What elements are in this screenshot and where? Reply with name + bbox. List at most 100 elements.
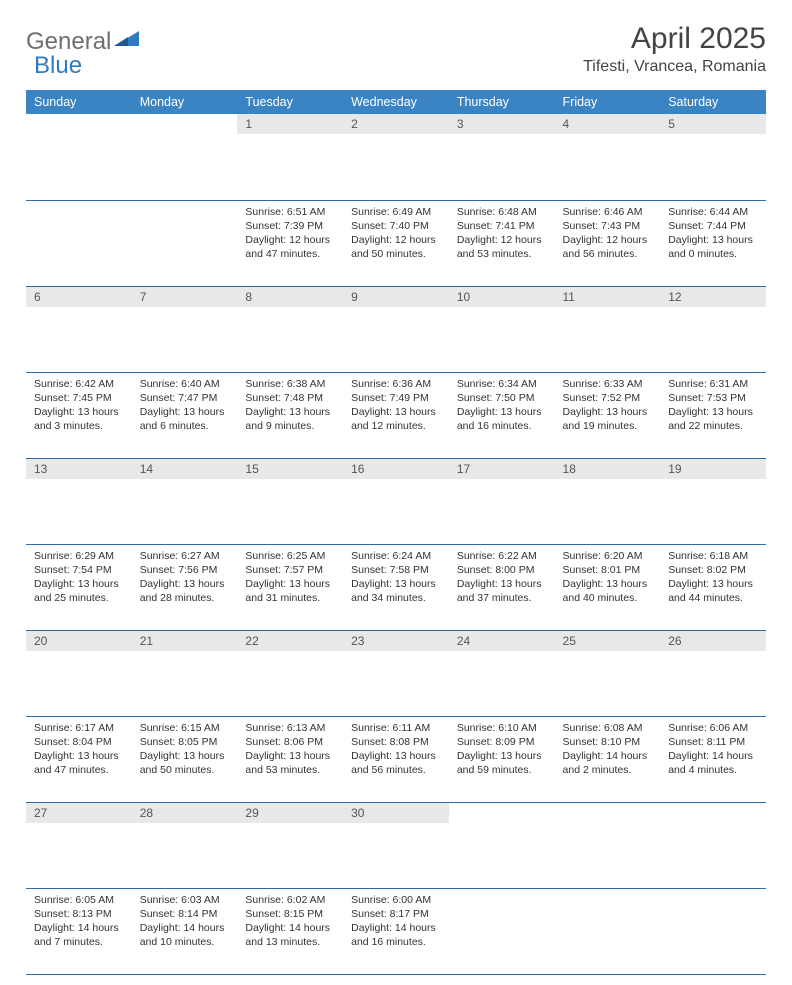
day-details: Sunrise: 6:20 AMSunset: 8:01 PMDaylight:…	[555, 545, 661, 612]
day-cell: Sunrise: 6:08 AMSunset: 8:10 PMDaylight:…	[555, 716, 661, 802]
day-content-row: Sunrise: 6:42 AMSunset: 7:45 PMDaylight:…	[26, 372, 766, 458]
day-cell: Sunrise: 6:10 AMSunset: 8:09 PMDaylight:…	[449, 716, 555, 802]
day-number	[555, 803, 661, 823]
day-number-cell: 17	[449, 458, 555, 544]
day-number-cell	[555, 802, 661, 888]
day-cell: Sunrise: 6:48 AMSunset: 7:41 PMDaylight:…	[449, 200, 555, 286]
sunset-line: Sunset: 8:17 PM	[351, 907, 441, 921]
day-number-cell: 7	[132, 286, 238, 372]
daylight-line: Daylight: 13 hours and 53 minutes.	[245, 749, 335, 777]
day-number: 7	[132, 287, 238, 307]
day-number: 9	[343, 287, 449, 307]
day-number: 17	[449, 459, 555, 479]
sunset-line: Sunset: 7:45 PM	[34, 391, 124, 405]
weekday-header: Tuesday	[237, 90, 343, 114]
day-number: 14	[132, 459, 238, 479]
day-number: 20	[26, 631, 132, 651]
day-number-row: 12345	[26, 114, 766, 200]
logo-word-blue: Blue	[34, 52, 82, 80]
daylight-line: Daylight: 13 hours and 56 minutes.	[351, 749, 441, 777]
day-details: Sunrise: 6:44 AMSunset: 7:44 PMDaylight:…	[660, 201, 766, 268]
sunset-line: Sunset: 8:06 PM	[245, 735, 335, 749]
daylight-line: Daylight: 13 hours and 3 minutes.	[34, 405, 124, 433]
sunrise-line: Sunrise: 6:10 AM	[457, 721, 547, 735]
day-details: Sunrise: 6:31 AMSunset: 7:53 PMDaylight:…	[660, 373, 766, 440]
day-number	[449, 803, 555, 823]
day-number: 16	[343, 459, 449, 479]
sunrise-line: Sunrise: 6:29 AM	[34, 549, 124, 563]
day-number-row: 27282930	[26, 802, 766, 888]
day-number-cell: 27	[26, 802, 132, 888]
day-cell: Sunrise: 6:40 AMSunset: 7:47 PMDaylight:…	[132, 372, 238, 458]
daylight-line: Daylight: 13 hours and 31 minutes.	[245, 577, 335, 605]
header: General April 2025 Tifesti, Vrancea, Rom…	[26, 22, 766, 76]
day-cell: Sunrise: 6:27 AMSunset: 7:56 PMDaylight:…	[132, 544, 238, 630]
sunrise-line: Sunrise: 6:34 AM	[457, 377, 547, 391]
day-details: Sunrise: 6:00 AMSunset: 8:17 PMDaylight:…	[343, 889, 449, 956]
sunset-line: Sunset: 8:01 PM	[563, 563, 653, 577]
day-number-cell: 8	[237, 286, 343, 372]
day-cell: Sunrise: 6:46 AMSunset: 7:43 PMDaylight:…	[555, 200, 661, 286]
day-cell: Sunrise: 6:36 AMSunset: 7:49 PMDaylight:…	[343, 372, 449, 458]
day-cell: Sunrise: 6:00 AMSunset: 8:17 PMDaylight:…	[343, 888, 449, 974]
day-details: Sunrise: 6:05 AMSunset: 8:13 PMDaylight:…	[26, 889, 132, 956]
day-number: 10	[449, 287, 555, 307]
day-cell: Sunrise: 6:18 AMSunset: 8:02 PMDaylight:…	[660, 544, 766, 630]
day-content-row: Sunrise: 6:17 AMSunset: 8:04 PMDaylight:…	[26, 716, 766, 802]
day-number-cell: 6	[26, 286, 132, 372]
sunset-line: Sunset: 7:47 PM	[140, 391, 230, 405]
day-number-cell: 5	[660, 114, 766, 200]
day-content-row: Sunrise: 6:51 AMSunset: 7:39 PMDaylight:…	[26, 200, 766, 286]
sunset-line: Sunset: 8:09 PM	[457, 735, 547, 749]
sunset-line: Sunset: 7:44 PM	[668, 219, 758, 233]
sunset-line: Sunset: 7:43 PM	[563, 219, 653, 233]
weekday-header: Wednesday	[343, 90, 449, 114]
day-details: Sunrise: 6:11 AMSunset: 8:08 PMDaylight:…	[343, 717, 449, 784]
daylight-line: Daylight: 13 hours and 16 minutes.	[457, 405, 547, 433]
sunset-line: Sunset: 7:56 PM	[140, 563, 230, 577]
month-title: April 2025	[583, 22, 766, 56]
daylight-line: Daylight: 14 hours and 7 minutes.	[34, 921, 124, 949]
day-cell: Sunrise: 6:25 AMSunset: 7:57 PMDaylight:…	[237, 544, 343, 630]
day-number-cell: 12	[660, 286, 766, 372]
day-details: Sunrise: 6:46 AMSunset: 7:43 PMDaylight:…	[555, 201, 661, 268]
daylight-line: Daylight: 13 hours and 9 minutes.	[245, 405, 335, 433]
day-details: Sunrise: 6:38 AMSunset: 7:48 PMDaylight:…	[237, 373, 343, 440]
daylight-line: Daylight: 13 hours and 28 minutes.	[140, 577, 230, 605]
day-cell: Sunrise: 6:15 AMSunset: 8:05 PMDaylight:…	[132, 716, 238, 802]
day-number-cell: 29	[237, 802, 343, 888]
sunset-line: Sunset: 8:04 PM	[34, 735, 124, 749]
day-number-row: 6789101112	[26, 286, 766, 372]
daylight-line: Daylight: 13 hours and 6 minutes.	[140, 405, 230, 433]
sunset-line: Sunset: 7:50 PM	[457, 391, 547, 405]
sunrise-line: Sunrise: 6:31 AM	[668, 377, 758, 391]
weekday-header: Monday	[132, 90, 238, 114]
sunset-line: Sunset: 8:13 PM	[34, 907, 124, 921]
daylight-line: Daylight: 13 hours and 34 minutes.	[351, 577, 441, 605]
day-details: Sunrise: 6:13 AMSunset: 8:06 PMDaylight:…	[237, 717, 343, 784]
day-number: 11	[555, 287, 661, 307]
sunrise-line: Sunrise: 6:20 AM	[563, 549, 653, 563]
sunrise-line: Sunrise: 6:49 AM	[351, 205, 441, 219]
day-number-cell: 30	[343, 802, 449, 888]
day-details: Sunrise: 6:03 AMSunset: 8:14 PMDaylight:…	[132, 889, 238, 956]
day-details: Sunrise: 6:18 AMSunset: 8:02 PMDaylight:…	[660, 545, 766, 612]
day-number: 8	[237, 287, 343, 307]
day-number: 18	[555, 459, 661, 479]
day-number	[26, 114, 132, 134]
day-number: 24	[449, 631, 555, 651]
day-number: 27	[26, 803, 132, 823]
logo: General	[26, 22, 140, 56]
sunset-line: Sunset: 8:00 PM	[457, 563, 547, 577]
daylight-line: Daylight: 12 hours and 50 minutes.	[351, 233, 441, 261]
daylight-line: Daylight: 13 hours and 22 minutes.	[668, 405, 758, 433]
weekday-header: Thursday	[449, 90, 555, 114]
sunset-line: Sunset: 8:08 PM	[351, 735, 441, 749]
day-number: 25	[555, 631, 661, 651]
day-details: Sunrise: 6:48 AMSunset: 7:41 PMDaylight:…	[449, 201, 555, 268]
day-number	[132, 114, 238, 134]
day-number-cell: 10	[449, 286, 555, 372]
day-details: Sunrise: 6:29 AMSunset: 7:54 PMDaylight:…	[26, 545, 132, 612]
day-number: 23	[343, 631, 449, 651]
day-cell: Sunrise: 6:49 AMSunset: 7:40 PMDaylight:…	[343, 200, 449, 286]
